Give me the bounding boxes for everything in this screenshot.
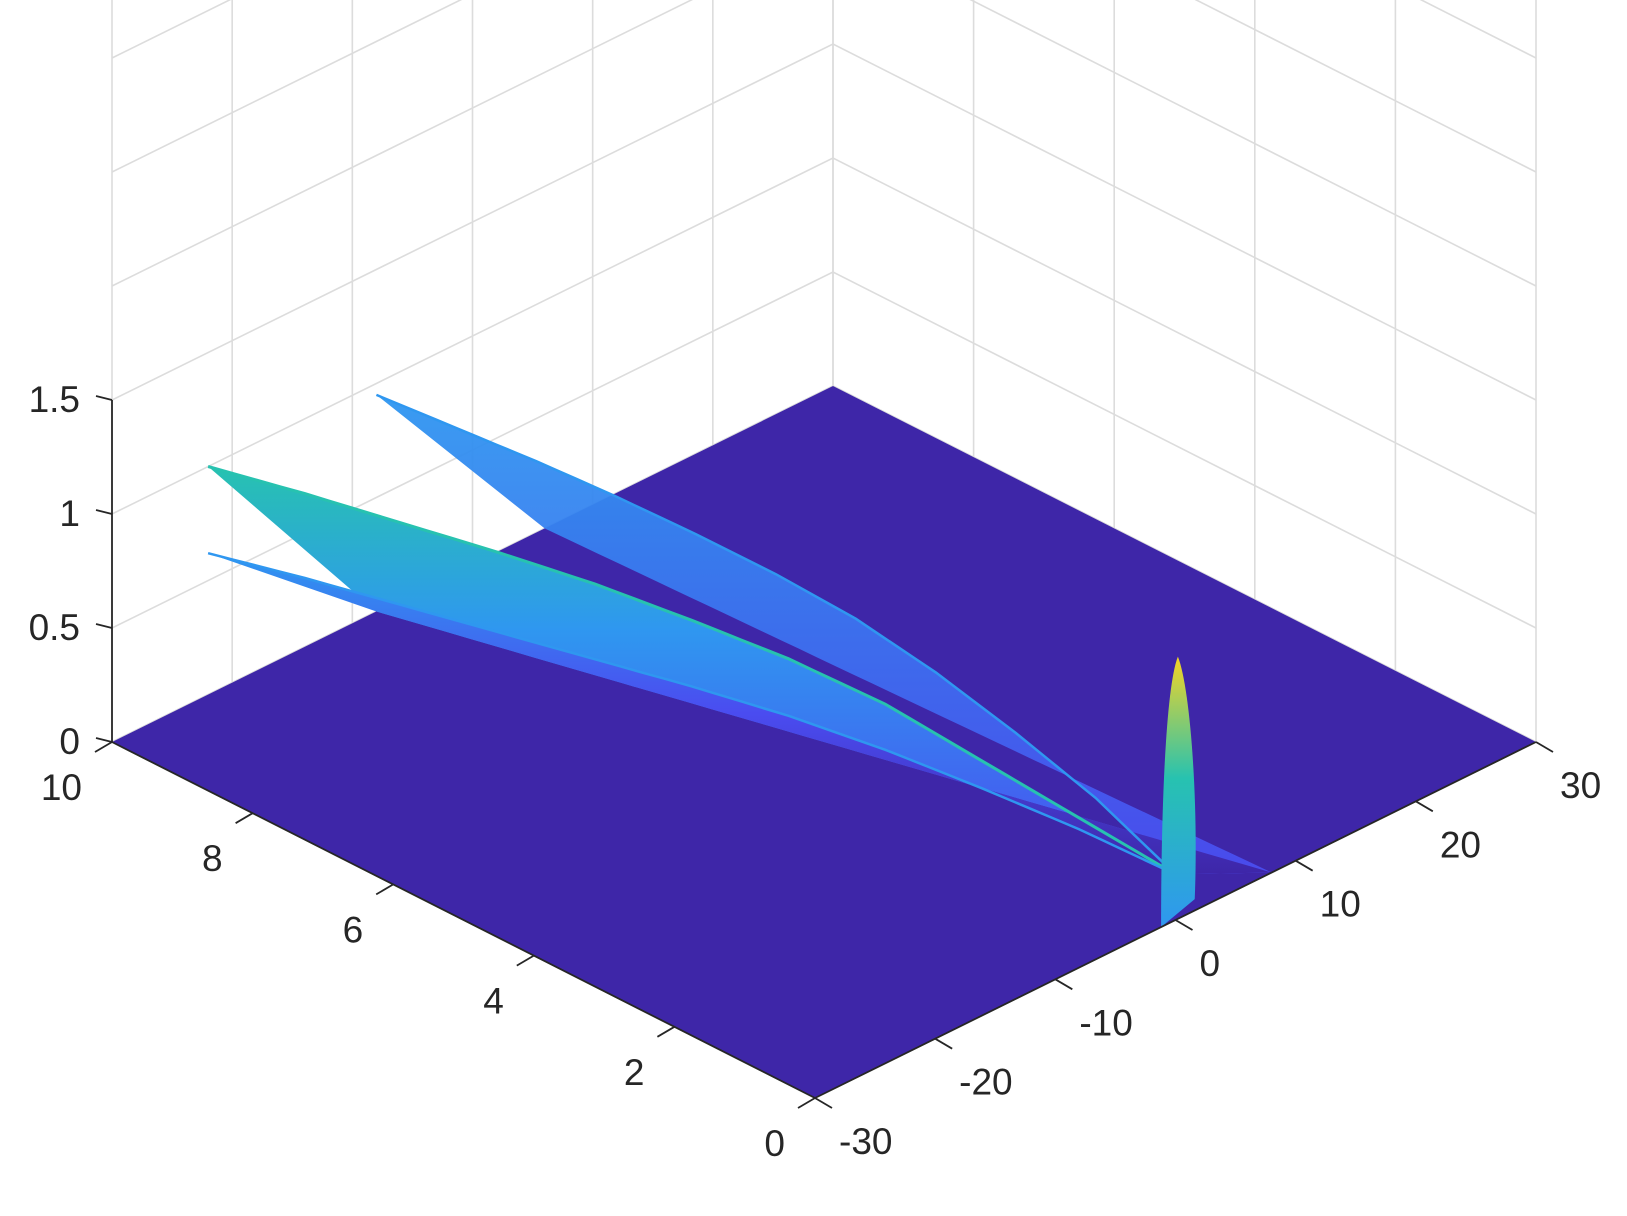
outer-front-sheet (208, 553, 1272, 875)
t-tick-mark (94, 741, 113, 753)
t-tick-mark (235, 812, 254, 824)
outer-front-ridge (207, 551, 1177, 876)
x-tick-mark (1535, 741, 1554, 753)
t-tick-mark (656, 1026, 675, 1038)
x-tick-label: 10 (1320, 884, 1361, 925)
t-tick-mark (375, 883, 394, 896)
t-tick-label: 10 (41, 767, 82, 808)
x-tick-label: 30 (1560, 765, 1601, 806)
z-tick-mark (95, 623, 113, 629)
grid-line (111, 0, 1537, 173)
z-tick-label: 1.5 (29, 379, 80, 420)
z-tick-mark (95, 737, 113, 743)
z-tick-label: 0.5 (29, 607, 80, 648)
x-tick-mark (1295, 859, 1314, 872)
t-axis-line (111, 741, 816, 1099)
z-tick-mark (95, 509, 113, 515)
x-tick-mark (1415, 800, 1434, 813)
x-tick-label: -30 (839, 1121, 892, 1162)
x-tick-label: 0 (1200, 943, 1221, 984)
t-tick-label: 0 (764, 1123, 785, 1164)
x-tick-label: -10 (1079, 1002, 1132, 1043)
t-tick-label: 8 (202, 838, 223, 879)
initial-pulse-peak (1161, 656, 1196, 928)
x-tick-label: -20 (959, 1062, 1012, 1103)
middle-front-sheet (208, 466, 1272, 875)
t-tick-label: 6 (343, 909, 364, 950)
x-tick-mark (1054, 978, 1073, 991)
tick-layer: 0 0.5 1 1.5 0 2 4 6 8 10 -30 -20 -10 0 10 20 30 (29, 379, 1602, 1164)
grid-line (111, 157, 1537, 515)
t-tick-label: 4 (483, 981, 504, 1022)
t-tick-mark (516, 954, 535, 967)
surface-layer (112, 386, 1536, 1098)
z-tick-mark (95, 395, 113, 401)
x-tick-mark (934, 1037, 953, 1050)
inner-front-sheet (376, 394, 1272, 875)
x-tick-label: 20 (1440, 824, 1481, 865)
x-tick-mark (1175, 919, 1193, 931)
t-tick-label: 2 (624, 1052, 645, 1093)
grid-line (111, 43, 1537, 401)
z-tick-label: 0 (59, 721, 80, 762)
inner-front-ridge (375, 393, 1177, 876)
middle-front-ridge (207, 465, 1177, 876)
z-tick-label: 1 (59, 493, 80, 534)
x-tick-mark (814, 1097, 833, 1109)
grid-line (111, 0, 1537, 287)
t-tick-mark (797, 1097, 816, 1109)
